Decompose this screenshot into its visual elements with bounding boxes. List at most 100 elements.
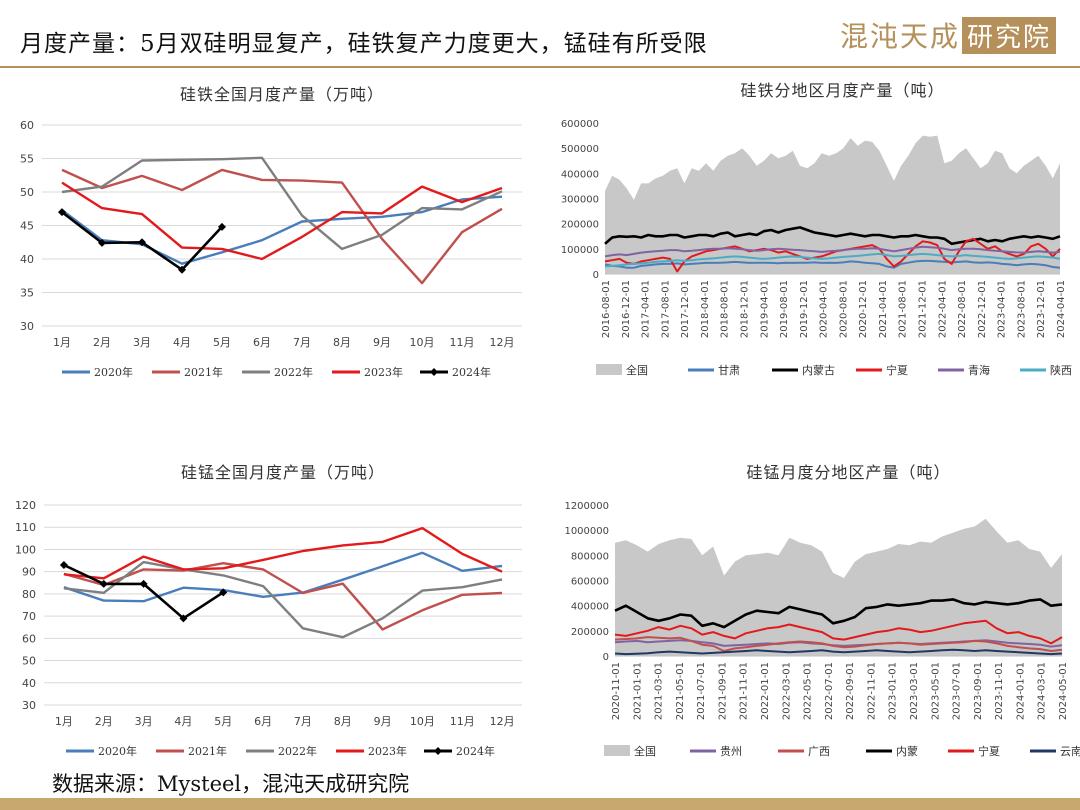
x-tick-label: 2022-05-01 bbox=[803, 662, 814, 720]
chart-title: 硅铁全国月度产量（万吨） bbox=[180, 85, 384, 104]
data-point bbox=[59, 561, 68, 569]
data-point bbox=[139, 579, 148, 588]
chart-title: 硅铁分地区月度产量（吨） bbox=[740, 81, 944, 100]
x-tick-label: 2017-08-01 bbox=[660, 280, 671, 338]
chart-title: 硅锰月度分地区产量（吨） bbox=[746, 463, 950, 482]
x-tick-label: 2020-04-01 bbox=[819, 280, 830, 338]
x-tick-label: 2023-12-01 bbox=[1036, 280, 1047, 338]
y-tick-label: 30 bbox=[22, 699, 36, 712]
x-tick-label: 3月 bbox=[135, 715, 153, 728]
series-line bbox=[61, 168, 503, 285]
series-line bbox=[61, 195, 503, 265]
legend-label: 陕西 bbox=[1050, 363, 1072, 377]
y-tick-label: 800000 bbox=[571, 551, 609, 562]
series-line bbox=[61, 156, 503, 251]
data-point bbox=[218, 222, 226, 231]
legend-label: 内蒙 bbox=[896, 744, 918, 758]
fesi-regional-chart: 硅铁分地区月度产量（吨） 0 100000 200000 300000 400000 500… bbox=[540, 72, 1080, 392]
legend-label: 2024年 bbox=[456, 744, 495, 758]
y-tick-label: 120 bbox=[15, 499, 36, 512]
legend-swatch bbox=[604, 745, 630, 756]
y-tick-label: 55 bbox=[20, 153, 34, 166]
y-tick-label: 200000 bbox=[571, 627, 609, 638]
x-tick-label: 2019-08-01 bbox=[779, 280, 790, 338]
series-line bbox=[614, 619, 1063, 645]
simn-national-chart: 硅锰全国月度产量（万吨） 30 40 50 60 70 80 90 100 110 120 1月 2月 3… bbox=[0, 450, 540, 765]
x-tick-label: 2月 bbox=[93, 336, 111, 349]
y-tick-label: 60 bbox=[20, 119, 34, 132]
y-tick-label: 80 bbox=[22, 588, 36, 601]
x-tick-label: 2017-12-01 bbox=[680, 280, 691, 338]
x-tick-label: 2021-07-01 bbox=[696, 662, 707, 720]
y-tick-label: 300000 bbox=[561, 195, 599, 206]
x-tick-label: 2月 bbox=[95, 715, 113, 728]
series-line bbox=[61, 181, 503, 261]
x-tick-label: 2022-11-01 bbox=[866, 662, 877, 720]
x-tick-label: 2023-11-01 bbox=[994, 662, 1005, 720]
y-tick-label: 50 bbox=[20, 186, 34, 199]
x-tick-label: 2023-03-01 bbox=[909, 662, 920, 720]
series-line bbox=[604, 245, 1061, 258]
fesi-national-svg: 硅铁全国月度产量（万吨） 30 35 40 45 50 55 60 1月 2月 3月 4月 5月 6月 7月… bbox=[20, 85, 522, 379]
y-tick-label: 70 bbox=[22, 610, 36, 623]
data-point bbox=[179, 614, 188, 623]
legend-label: 2021年 bbox=[188, 744, 227, 758]
simn-regional-chart: 硅锰月度分地区产量（吨） 0 200000 400000 600000 800000 100… bbox=[540, 450, 1080, 765]
y-tick-label: 45 bbox=[20, 220, 34, 233]
x-tick-label: 12月 bbox=[490, 715, 515, 728]
fesi-national-chart: 硅铁全国月度产量（万吨） 30 35 40 45 50 55 60 1月 2月 3月 4月 5月 6月 7月… bbox=[0, 72, 540, 392]
x-tick-label: 5月 bbox=[214, 715, 232, 728]
x-tick-label: 2023-08-01 bbox=[1016, 280, 1027, 338]
x-tick-label: 8月 bbox=[333, 336, 351, 349]
legend-label: 广西 bbox=[808, 745, 830, 758]
logo-text: 混沌天成 bbox=[839, 20, 960, 53]
x-tick-label: 2022-07-01 bbox=[824, 662, 835, 720]
legend-label: 2020年 bbox=[94, 365, 133, 379]
x-tick-label: 2022-12-01 bbox=[977, 280, 988, 338]
y-tick-label: 30 bbox=[20, 320, 34, 333]
y-tick-label: 35 bbox=[20, 287, 34, 300]
x-tick-label: 2024-05-01 bbox=[1058, 662, 1069, 720]
series-line bbox=[604, 252, 1061, 268]
legend-label: 宁夏 bbox=[886, 363, 908, 377]
x-tick-label: 8月 bbox=[334, 715, 352, 728]
series-line bbox=[63, 560, 503, 639]
data-point bbox=[178, 265, 186, 274]
data-point bbox=[58, 208, 66, 217]
legend-swatch bbox=[596, 364, 622, 375]
x-tick-label: 10月 bbox=[410, 336, 435, 349]
series-area bbox=[615, 518, 1062, 656]
x-tick-label: 6月 bbox=[254, 715, 272, 728]
y-tick-label: 40 bbox=[20, 253, 34, 266]
x-tick-label: 2023-01-01 bbox=[888, 662, 899, 720]
footer-bar bbox=[0, 798, 1080, 810]
legend-label: 甘肃 bbox=[718, 364, 740, 377]
x-tick-label: 2019-12-01 bbox=[799, 280, 810, 338]
legend-marker bbox=[434, 747, 442, 755]
y-tick-label: 600000 bbox=[571, 577, 609, 588]
series-line bbox=[614, 636, 1063, 652]
y-tick-label: 100 bbox=[15, 543, 36, 556]
y-tick-label: 400000 bbox=[571, 602, 609, 613]
x-tick-label: 3月 bbox=[133, 336, 151, 349]
x-tick-label: 2020-12-01 bbox=[858, 280, 869, 338]
data-point bbox=[98, 238, 106, 247]
legend-label: 2022年 bbox=[274, 365, 313, 379]
x-tick-label: 2020-11-01 bbox=[611, 662, 622, 720]
series-line bbox=[63, 562, 503, 631]
x-tick-label: 2017-04-01 bbox=[641, 280, 652, 338]
x-tick-label: 2023-04-01 bbox=[997, 280, 1008, 338]
x-tick-label: 7月 bbox=[293, 336, 311, 349]
y-tick-label: 200000 bbox=[561, 220, 599, 231]
series-line bbox=[614, 648, 1063, 656]
x-tick-label: 2022-04-01 bbox=[937, 280, 948, 338]
x-tick-label: 4月 bbox=[173, 336, 191, 349]
legend-label: 青海 bbox=[968, 363, 990, 377]
x-tick-label: 1月 bbox=[55, 715, 73, 728]
title-divider bbox=[0, 66, 1080, 68]
y-tick-label: 100000 bbox=[561, 245, 599, 256]
x-tick-label: 5月 bbox=[213, 336, 231, 349]
x-tick-label: 2023-07-01 bbox=[952, 662, 963, 720]
series-line bbox=[604, 259, 1061, 269]
series-line bbox=[604, 237, 1061, 273]
